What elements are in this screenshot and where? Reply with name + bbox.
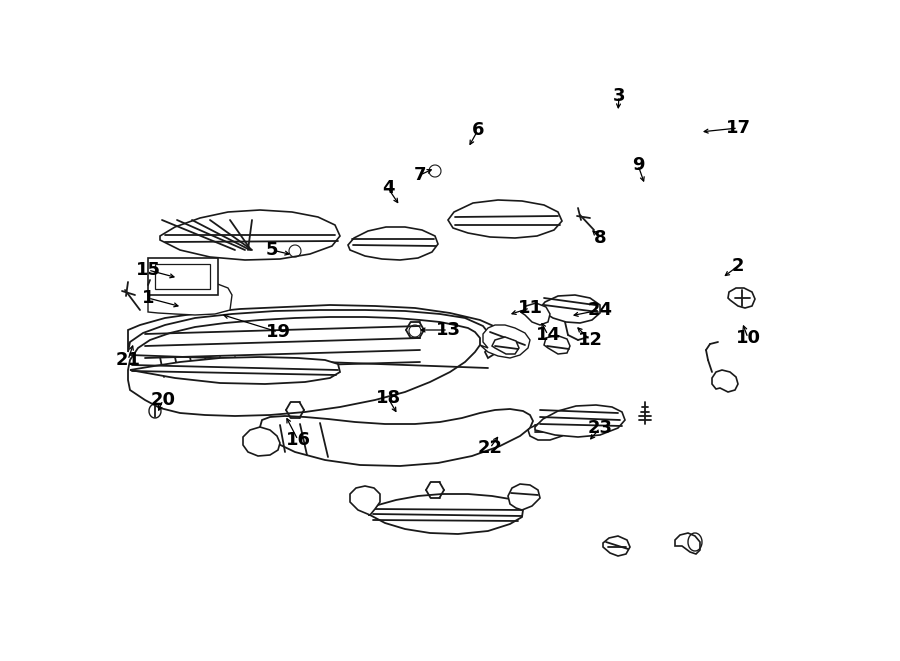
Polygon shape [535, 405, 625, 437]
Text: 3: 3 [613, 87, 626, 105]
Polygon shape [148, 282, 232, 315]
Polygon shape [675, 533, 700, 554]
Text: 19: 19 [266, 323, 291, 341]
Text: 1: 1 [142, 289, 154, 307]
Text: 4: 4 [382, 179, 394, 197]
Polygon shape [728, 288, 755, 308]
Polygon shape [508, 484, 540, 510]
Text: 6: 6 [472, 121, 484, 139]
Text: 18: 18 [375, 389, 401, 407]
Text: 16: 16 [285, 431, 310, 449]
Text: 8: 8 [594, 229, 607, 247]
Text: 10: 10 [735, 329, 760, 347]
Text: 17: 17 [725, 119, 751, 137]
Text: 23: 23 [588, 419, 613, 437]
Text: 9: 9 [632, 156, 644, 174]
Polygon shape [540, 295, 600, 323]
Text: 22: 22 [478, 439, 502, 457]
Text: 15: 15 [136, 261, 160, 279]
Polygon shape [522, 303, 550, 325]
Text: 21: 21 [115, 351, 140, 369]
Text: 2: 2 [732, 257, 744, 275]
Text: 5: 5 [266, 241, 278, 259]
Polygon shape [350, 486, 380, 515]
Text: 13: 13 [436, 321, 461, 339]
Polygon shape [128, 305, 504, 358]
Text: 24: 24 [588, 301, 613, 319]
Polygon shape [544, 335, 570, 354]
Polygon shape [448, 200, 562, 238]
Polygon shape [243, 427, 280, 456]
Polygon shape [480, 325, 530, 358]
Text: 7: 7 [414, 166, 427, 184]
Text: 12: 12 [578, 331, 602, 349]
Polygon shape [130, 357, 340, 384]
Polygon shape [603, 536, 630, 556]
Text: 14: 14 [536, 326, 561, 344]
Text: 11: 11 [518, 299, 543, 317]
Polygon shape [712, 370, 738, 392]
Polygon shape [348, 227, 438, 260]
Polygon shape [492, 337, 519, 354]
Polygon shape [528, 418, 570, 440]
Polygon shape [160, 210, 340, 260]
Polygon shape [128, 317, 480, 416]
Polygon shape [148, 258, 218, 295]
Text: 20: 20 [150, 391, 176, 409]
Polygon shape [260, 409, 533, 466]
Polygon shape [369, 494, 523, 534]
